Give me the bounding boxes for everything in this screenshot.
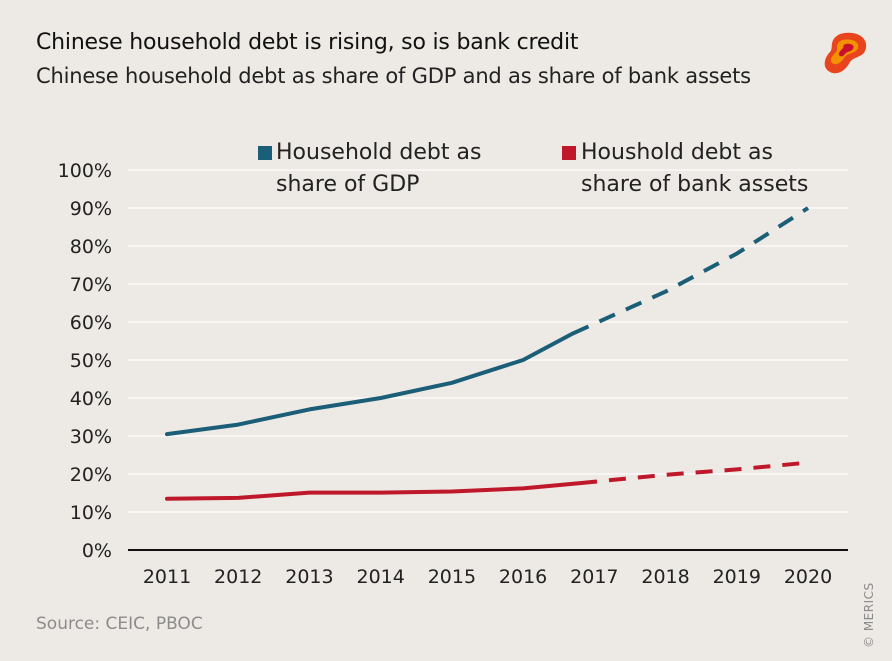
merics-logo-icon bbox=[824, 32, 867, 74]
chart-title: Chinese household debt is rising, so is … bbox=[36, 30, 579, 55]
copyright-note: © MERICS bbox=[862, 582, 876, 648]
chart-subtitle: Chinese household debt as share of GDP a… bbox=[36, 64, 751, 88]
y-tick-label: 50% bbox=[70, 350, 112, 372]
y-tick-label: 60% bbox=[70, 312, 112, 334]
y-tick-label: 40% bbox=[70, 388, 112, 410]
x-tick-label: 2018 bbox=[641, 566, 689, 588]
series-line-projected-1 bbox=[579, 460, 809, 486]
x-tick-label: 2015 bbox=[428, 566, 476, 588]
x-tick-label: 2019 bbox=[713, 566, 761, 588]
series-line-actual-1 bbox=[165, 481, 583, 501]
legend-swatch-bank-assets bbox=[562, 146, 576, 160]
x-tick-label: 2017 bbox=[570, 566, 618, 588]
source-note: Source: CEIC, PBOC bbox=[36, 614, 203, 634]
legend-label-gdp-line1: Household debt as bbox=[276, 140, 482, 165]
x-tick-label: 2020 bbox=[784, 566, 832, 588]
x-tick-label: 2014 bbox=[356, 566, 404, 588]
y-tick-label: 10% bbox=[70, 502, 112, 524]
x-tick-label: 2016 bbox=[499, 566, 547, 588]
series-line-actual-0 bbox=[165, 331, 575, 437]
legend-label-gdp-line2: share of GDP bbox=[276, 172, 420, 197]
x-tick-label: 2011 bbox=[143, 566, 191, 588]
legend-label-bank-assets-line2: share of bank assets bbox=[581, 172, 809, 197]
y-tick-label: 30% bbox=[70, 426, 112, 448]
legend-label-gdp: Household debt as share of GDP bbox=[276, 137, 481, 201]
legend-label-bank-assets: Houshold debt as share of bank assets bbox=[581, 137, 808, 201]
x-tick-label: 2013 bbox=[285, 566, 333, 588]
y-tick-label: 20% bbox=[70, 464, 112, 486]
legend-swatch-gdp bbox=[258, 146, 272, 160]
y-tick-label: 90% bbox=[70, 198, 112, 220]
y-tick-label: 100% bbox=[58, 160, 112, 182]
legend-label-bank-assets-line1: Houshold debt as bbox=[581, 140, 773, 165]
x-tick-label: 2012 bbox=[214, 566, 262, 588]
series-line-projected-0 bbox=[572, 206, 810, 336]
y-tick-label: 80% bbox=[70, 236, 112, 258]
y-tick-label: 0% bbox=[82, 540, 112, 562]
y-tick-label: 70% bbox=[70, 274, 112, 296]
